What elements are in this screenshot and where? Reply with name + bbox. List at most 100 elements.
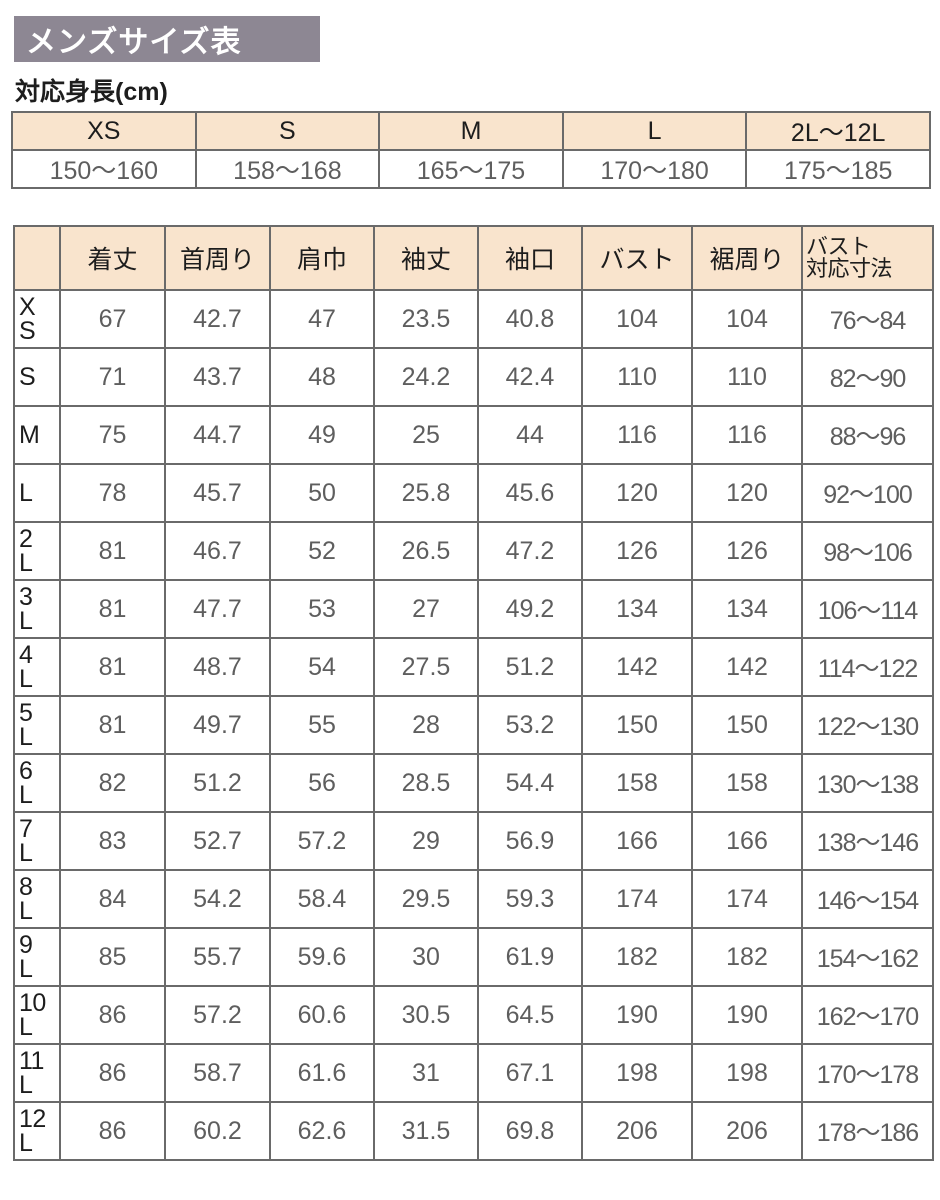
measurement-cell: 42.4 [477,347,583,407]
table-row: 11 L 86 58.7 61.6 31 67.1 198 198 170〜178 [13,1043,934,1103]
measurement-cell: 55 [269,695,375,755]
measurement-table: 着丈 首周り 肩巾 袖丈 袖口 バスト 裾周り バスト 対応寸法 X S 67 42.… [13,225,934,1161]
measurement-cell: 58.7 [164,1043,271,1103]
measurement-cell: 26.5 [373,521,479,581]
bust-range-cell: 146〜154 [801,869,934,929]
measurement-cell: 142 [581,637,693,697]
measurement-cell: 49.2 [477,579,583,639]
measurement-cell: 126 [691,521,803,581]
row-size-line2: L [19,1129,33,1157]
table-row: 3 L 81 47.7 53 27 49.2 134 134 106〜114 [13,579,934,639]
measurement-cell: 59.6 [269,927,375,987]
measurement-cell: 31 [373,1043,479,1103]
measurement-cell: 206 [581,1101,693,1161]
header-bust-fit-size: バスト 対応寸法 [801,225,934,291]
measurement-cell: 24.2 [373,347,479,407]
measurement-cell: 86 [59,985,166,1045]
measurement-cell: 110 [581,347,693,407]
bust-range-cell: 92〜100 [801,463,934,523]
row-size-line1: 10 [19,988,46,1017]
measurement-cell: 48 [269,347,375,407]
row-size-line1: 12 [19,1104,46,1133]
measurement-cell: 52.7 [164,811,271,871]
table-row: 6 L 82 51.2 56 28.5 54.4 158 158 130〜138 [13,753,934,813]
row-size-line1: 2 [19,524,33,553]
measurement-cell: 166 [691,811,803,871]
measurement-cell: 120 [691,463,803,523]
measurement-cell: 31.5 [373,1101,479,1161]
measurement-cell: 47 [269,289,375,349]
table-row: S 71 43.7 48 24.2 42.4 110 110 82〜90 [13,347,934,407]
measurement-cell: 49 [269,405,375,465]
measurement-cell: 81 [59,695,166,755]
page-title-badge: メンズサイズ表 [14,16,320,62]
row-size-line2: L [19,897,33,925]
measurement-header-row: 着丈 首周り 肩巾 袖丈 袖口 バスト 裾周り バスト 対応寸法 [13,225,934,291]
bust-range-cell: 154〜162 [801,927,934,987]
row-size-line1: 9 [19,930,33,959]
row-size-line1: 11 [19,1046,44,1075]
row-size-line1: L [19,478,33,507]
table-row: 7 L 83 52.7 57.2 29 56.9 166 166 138〜146 [13,811,934,871]
bust-range-cell: 76〜84 [801,289,934,349]
header-susomawari: 裾周り [691,225,803,291]
row-size-line1: S [19,362,36,391]
measurement-cell: 61.6 [269,1043,375,1103]
measurement-cell: 30.5 [373,985,479,1045]
table-row: M 75 44.7 49 25 44 116 116 88〜96 [13,405,934,465]
height-range-m: 165〜175 [378,149,564,189]
header-sodetake: 袖丈 [373,225,479,291]
measurement-cell: 104 [581,289,693,349]
row-size-label: L [13,463,61,523]
measurement-cell: 60.2 [164,1101,271,1161]
measurement-cell: 134 [581,579,693,639]
height-range-l: 170〜180 [561,149,748,189]
bust-range-cell: 88〜96 [801,405,934,465]
table-row: 2 L 81 46.7 52 26.5 47.2 126 126 98〜106 [13,521,934,581]
table-row: 9 L 85 55.7 59.6 30 61.9 182 182 154〜162 [13,927,934,987]
measurement-cell: 57.2 [164,985,271,1045]
bust-range-cell: 130〜138 [801,753,934,813]
measurement-cell: 44.7 [164,405,271,465]
measurement-cell: 116 [691,405,803,465]
header-corner-cell [13,225,61,291]
measurement-cell: 51.2 [164,753,271,813]
bust-range-cell: 98〜106 [801,521,934,581]
measurement-cell: 116 [581,405,693,465]
header-bust: バスト [581,225,693,291]
measurement-cell: 86 [59,1101,166,1161]
measurement-cell: 190 [581,985,693,1045]
measurement-cell: 45.6 [477,463,583,523]
header-bust-fit-line1: バスト [806,233,871,259]
height-size-l: L [561,111,748,151]
measurement-cell: 182 [581,927,693,987]
bust-range-cell: 138〜146 [801,811,934,871]
measurement-cell: 78 [59,463,166,523]
measurement-cell: 150 [691,695,803,755]
bust-range-cell: 162〜170 [801,985,934,1045]
measurement-cell: 28 [373,695,479,755]
measurement-cell: 81 [59,521,166,581]
row-size-line1: 8 [19,872,33,901]
measurement-cell: 104 [691,289,803,349]
row-size-line2: L [19,955,33,983]
measurement-cell: 49.7 [164,695,271,755]
row-size-line2: L [19,723,33,751]
measurement-cell: 48.7 [164,637,271,697]
measurement-cell: 52 [269,521,375,581]
height-range-xs: 150〜160 [11,149,197,189]
row-size-line1: M [19,420,40,449]
measurement-cell: 84 [59,869,166,929]
header-kitake: 着丈 [59,225,166,291]
table-row: L 78 45.7 50 25.8 45.6 120 120 92〜100 [13,463,934,523]
table-row: 8 L 84 54.2 58.4 29.5 59.3 174 174 146〜154 [13,869,934,929]
height-size-xs: XS [11,111,197,151]
measurement-cell: 54 [269,637,375,697]
measurement-cell: 57.2 [269,811,375,871]
measurement-cell: 29 [373,811,479,871]
